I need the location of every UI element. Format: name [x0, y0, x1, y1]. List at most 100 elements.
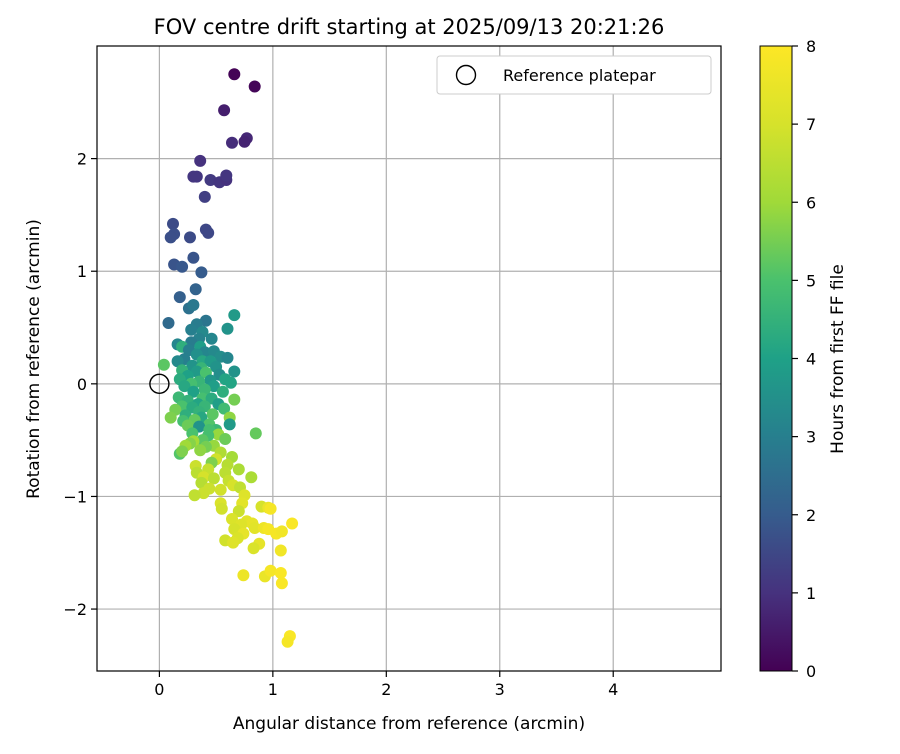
data-point: [198, 383, 211, 396]
data-points: [157, 68, 299, 648]
data-point: [226, 513, 238, 525]
y-axis-label: Rotation from reference (arcmin): [24, 219, 44, 499]
data-point: [194, 154, 207, 167]
data-point: [228, 393, 241, 406]
data-point: [199, 314, 212, 327]
colorbar-label: Hours from first FF file: [828, 264, 848, 454]
data-point: [197, 487, 210, 500]
data-point: [215, 502, 228, 515]
data-point: [219, 433, 232, 445]
colorbar-tick-label: 6: [806, 193, 816, 212]
data-point: [190, 365, 203, 378]
data-point: [228, 365, 241, 378]
data-point: [223, 418, 236, 431]
data-point: [232, 463, 245, 476]
chart-title: FOV centre drift starting at 2025/09/13 …: [154, 15, 665, 39]
data-point: [238, 135, 251, 148]
data-point: [198, 190, 211, 203]
data-point: [216, 385, 229, 398]
data-point: [264, 564, 277, 577]
data-point: [275, 577, 288, 590]
y-tick-label: −2: [63, 600, 87, 619]
plot-frame: [96, 45, 722, 672]
data-point: [224, 376, 237, 389]
data-point: [274, 567, 287, 579]
data-point: [187, 385, 200, 398]
colorbar-tick-label: 5: [806, 271, 816, 290]
data-point: [184, 231, 196, 244]
data-point: [245, 471, 258, 484]
x-axis-label: Angular distance from reference (arcmin): [233, 714, 585, 734]
data-point: [190, 170, 203, 183]
data-point: [248, 522, 261, 534]
data-point: [189, 283, 202, 296]
data-point: [195, 266, 208, 279]
legend-box: [436, 55, 712, 95]
y-axis-ticks: −2 −1 0 1 2: [63, 150, 97, 619]
data-point: [221, 322, 234, 335]
data-point: [237, 569, 250, 582]
data-point: [248, 80, 261, 93]
data-point: [176, 445, 189, 458]
data-point: [187, 251, 200, 264]
data-point: [206, 408, 219, 421]
x-tick-label: 1: [268, 680, 278, 699]
data-point: [228, 68, 241, 81]
data-point: [247, 542, 260, 555]
data-point: [218, 104, 231, 117]
colorbar-tick-label: 7: [806, 115, 816, 134]
data-point: [226, 136, 238, 149]
data-point: [264, 502, 277, 515]
colorbar-gradient: [759, 45, 793, 672]
data-point: [176, 260, 189, 273]
legend-label: Reference platepar: [503, 66, 656, 85]
data-point: [281, 635, 294, 648]
x-tick-label: 3: [495, 680, 505, 699]
colorbar-tick-label: 8: [806, 37, 816, 56]
data-point: [249, 427, 262, 440]
data-point: [205, 332, 218, 345]
data-point: [157, 358, 170, 371]
x-tick-label: 4: [608, 680, 618, 699]
data-point: [204, 174, 217, 186]
data-point: [164, 231, 177, 244]
colorbar-tick-label: 1: [806, 584, 816, 603]
data-point: [188, 489, 201, 502]
colorbar-tick-label: 4: [806, 350, 816, 369]
data-point: [275, 525, 288, 538]
data-point: [218, 402, 231, 415]
y-tick-label: 0: [77, 375, 87, 394]
y-tick-label: 2: [77, 150, 87, 169]
data-point: [187, 299, 200, 311]
x-tick-label: 0: [154, 680, 164, 699]
data-point: [172, 391, 185, 404]
grid: [97, 46, 721, 671]
data-point: [194, 444, 207, 457]
data-point: [171, 355, 184, 368]
data-point: [164, 411, 177, 424]
data-point: [232, 505, 245, 518]
data-point: [167, 217, 179, 230]
data-point: [220, 169, 233, 182]
data-point: [202, 226, 215, 239]
legend: Reference platepar: [436, 55, 712, 95]
data-point: [214, 483, 227, 496]
data-point: [207, 472, 220, 485]
data-point: [286, 517, 299, 530]
data-point: [228, 523, 241, 536]
data-point: [227, 536, 240, 549]
colorbar: 0 1 2 3 4 5 6 7 8 Hours from first FF file: [759, 37, 848, 681]
data-point: [178, 380, 191, 393]
data-point: [228, 309, 241, 322]
data-point: [173, 291, 186, 304]
reference-platepar-point: [149, 373, 170, 395]
y-tick-label: −1: [63, 487, 87, 506]
data-point: [185, 323, 198, 336]
data-point: [274, 544, 287, 557]
colorbar-tick-label: 2: [806, 506, 816, 525]
x-axis-ticks: 0 1 2 3 4: [154, 671, 618, 699]
x-tick-label: 2: [381, 680, 391, 699]
colorbar-tick-label: 3: [806, 428, 816, 447]
colorbar-ticks: 0 1 2 3 4 5 6 7 8: [792, 37, 816, 681]
